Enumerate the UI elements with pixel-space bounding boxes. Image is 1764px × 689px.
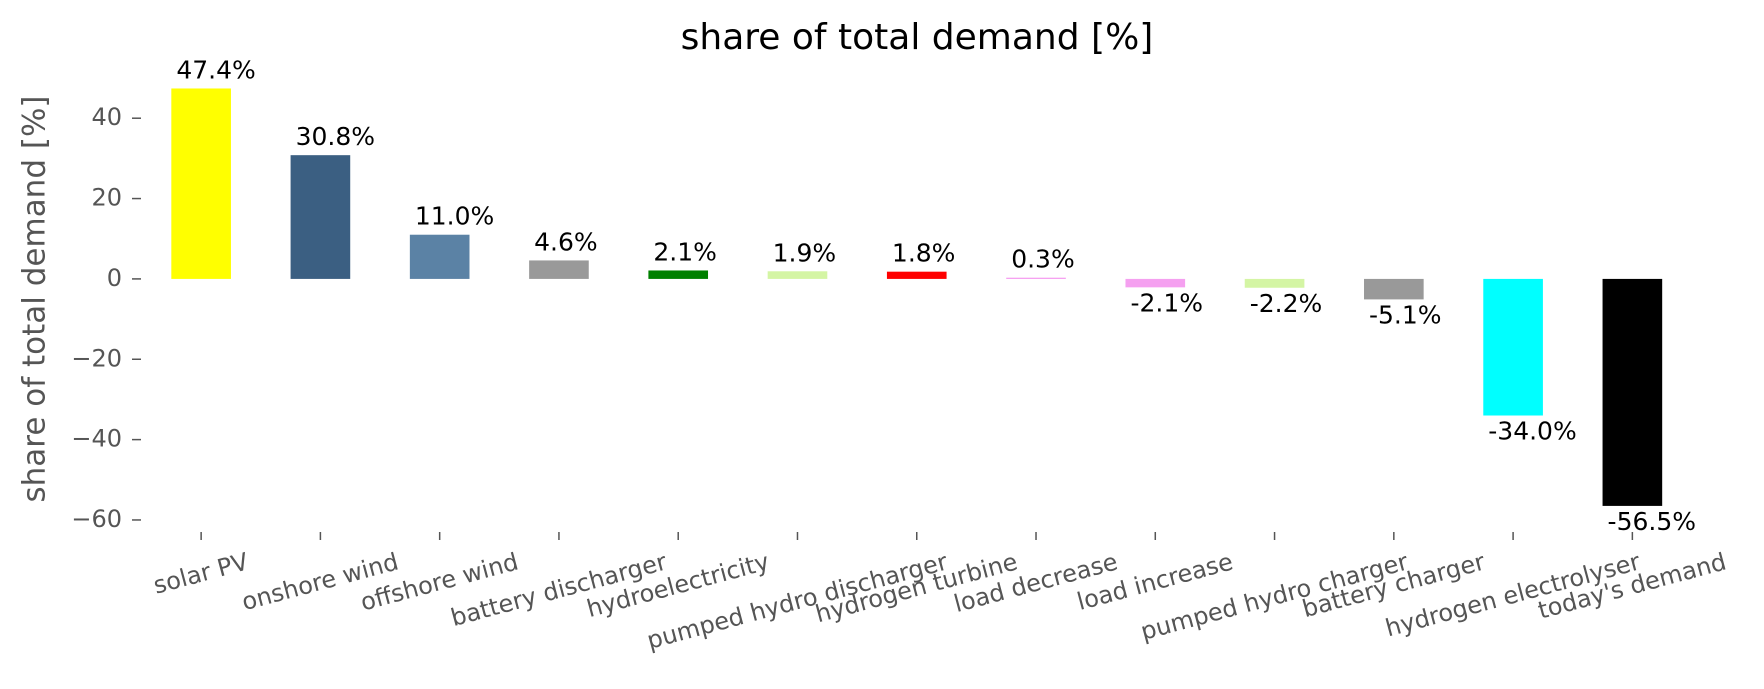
y-tick-label: 0 bbox=[107, 264, 122, 292]
value-label: 1.9% bbox=[773, 238, 837, 267]
bar bbox=[529, 260, 589, 279]
value-label: -56.5% bbox=[1608, 507, 1696, 536]
bar bbox=[290, 155, 351, 279]
bar bbox=[1483, 278, 1543, 416]
bar bbox=[1006, 277, 1066, 279]
value-label: 2.1% bbox=[653, 237, 717, 266]
bar bbox=[409, 234, 470, 279]
bar bbox=[1125, 278, 1186, 288]
bar bbox=[1602, 278, 1663, 506]
bar bbox=[1244, 278, 1305, 288]
value-label: -5.1% bbox=[1369, 300, 1442, 329]
y-tick-label: 40 bbox=[91, 103, 122, 131]
bar bbox=[886, 271, 947, 279]
y-tick-label: 20 bbox=[91, 184, 122, 212]
y-tick-label: −20 bbox=[71, 344, 122, 372]
bar bbox=[767, 271, 828, 279]
value-label: -2.1% bbox=[1130, 288, 1203, 317]
value-label: 4.6% bbox=[534, 227, 598, 256]
y-tick-label: −40 bbox=[71, 425, 122, 453]
value-label: 1.8% bbox=[892, 239, 956, 268]
value-label: 47.4% bbox=[176, 55, 255, 84]
bar bbox=[648, 270, 709, 279]
bar bbox=[1364, 278, 1424, 300]
value-label: -2.2% bbox=[1250, 289, 1323, 318]
value-label: 11.0% bbox=[415, 202, 494, 231]
x-tick-label: solar PV bbox=[150, 547, 251, 599]
value-label: 30.8% bbox=[296, 122, 375, 151]
chart-title: share of total demand [%] bbox=[681, 17, 1154, 58]
y-tick-label: −60 bbox=[71, 505, 122, 533]
value-label: -34.0% bbox=[1488, 417, 1576, 446]
y-axis-label: share of total demand [%] bbox=[17, 95, 53, 502]
bar bbox=[171, 88, 231, 279]
value-label: 0.3% bbox=[1011, 245, 1075, 274]
